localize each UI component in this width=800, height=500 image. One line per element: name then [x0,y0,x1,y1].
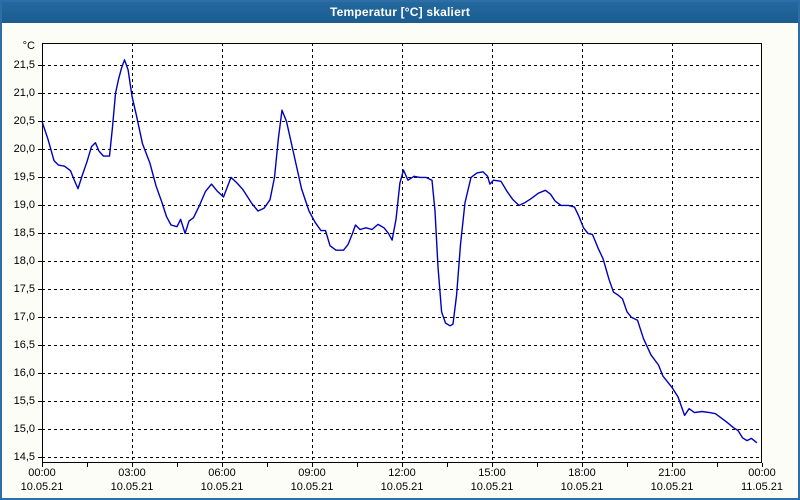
x-tick-date-label: 10.05.21 [20,481,64,493]
y-tick-label: 15,5 [13,395,35,408]
y-tick-label: 16,0 [13,367,35,380]
y-tick-label: 20,0 [13,143,35,156]
x-tick-date-label: 10.05.21 [290,481,334,493]
x-tick-date-label: 10.05.21 [110,481,154,493]
y-tick-label: 16,5 [13,339,35,352]
y-tick-label: 18,5 [13,227,35,240]
y-tick-label: 17,5 [13,283,35,296]
y-tick-label: 18,0 [13,255,35,268]
x-tick-date-label: 10.05.21 [200,481,244,493]
temperature-series-line [41,59,758,444]
y-tick-label: 21,5 [13,59,35,72]
x-tick-time-label: 03:00 [118,467,146,479]
x-tick-time-label: 12:00 [388,467,416,479]
plot-border [42,43,762,463]
window-title-bar: Temperatur [°C] skaliert [2,2,798,23]
axis-ticks [38,65,763,467]
x-tick-time-label: 00:00 [28,467,56,479]
x-tick-time-label: 09:00 [298,467,326,479]
y-tick-label: 20,5 [13,115,35,128]
x-tick-time-label: 18:00 [568,467,596,479]
x-tick-time-label: 00:00 [748,467,776,479]
gridlines [42,43,762,463]
y-tick-label: 14,5 [13,451,35,464]
x-tick-date-label: 11.05.21 [740,481,783,493]
y-tick-label: 17,0 [13,311,35,324]
x-tick-date-label: 10.05.21 [560,481,604,493]
x-tick-date-label: 10.05.21 [470,481,514,493]
x-tick-date-label: 10.05.21 [650,481,694,493]
temperature-line-chart [38,43,763,467]
y-tick-label: 19,0 [13,199,35,212]
window-title: Temperatur [°C] skaliert [329,4,471,19]
y-tick-label: 21,0 [13,87,35,100]
x-tick-time-label: 15:00 [478,467,506,479]
x-tick-time-label: 21:00 [658,467,686,479]
plot-area [38,43,763,467]
y-tick-label: 15,0 [13,423,35,436]
x-tick-time-label: 06:00 [208,467,236,479]
y-tick-label: 19,5 [13,171,35,184]
y-axis-unit-label: °C [22,40,35,52]
x-tick-date-label: 10.05.21 [380,481,424,493]
